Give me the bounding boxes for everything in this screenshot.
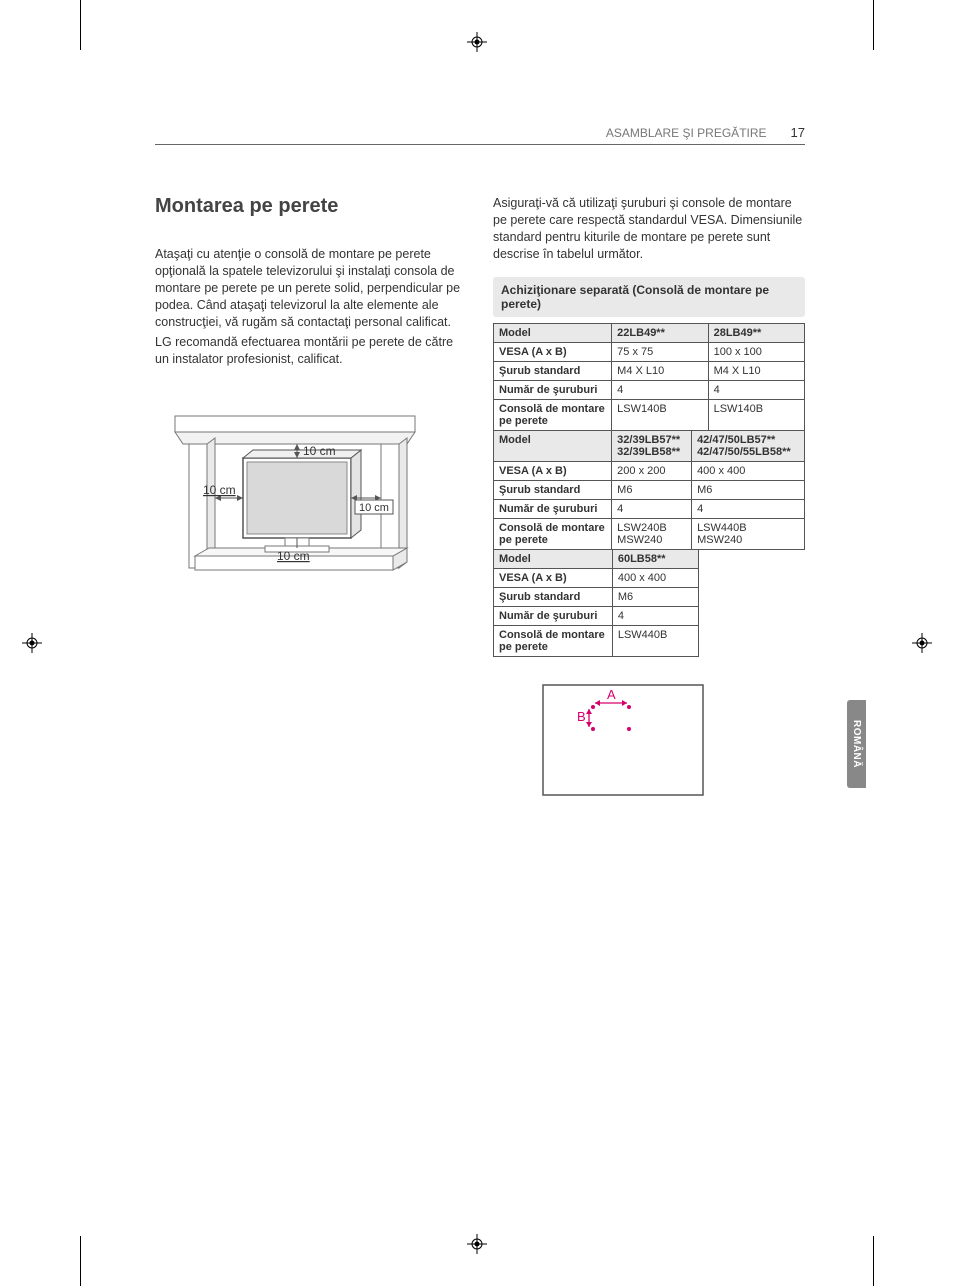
paragraph: LG recomandă efectuarea montării pe pere… [155, 334, 467, 368]
page-header: ASAMBLARE ŞI PREGĂTIRE 17 [155, 125, 805, 145]
language-tab: ROMÂNĂ [847, 700, 866, 788]
page-number: 17 [791, 125, 805, 140]
spec-table-1: Model22LB49**28LB49** VESA (A x B)75 x 7… [493, 323, 805, 431]
paragraph: Ataşaţi cu atenţie o consolă de montare … [155, 246, 467, 330]
spec-table-2: Model 32/39LB57**32/39LB58** 42/47/50LB5… [493, 430, 805, 550]
spec-table-3: Model60LB58** VESA (A x B)400 x 400 Şuru… [493, 549, 699, 657]
svg-text:10 cm: 10 cm [277, 549, 310, 563]
vesa-diagram: A B [533, 675, 805, 810]
registration-mark-icon [467, 1234, 487, 1254]
right-column: Asiguraţi-vă că utilizaţi şuruburi şi co… [493, 195, 805, 810]
svg-text:10 cm: 10 cm [303, 444, 336, 458]
section-title: ASAMBLARE ŞI PREGĂTIRE [606, 126, 767, 140]
svg-text:B: B [577, 709, 586, 724]
purchase-label: Achiziţionare separată (Consolă de monta… [493, 277, 805, 317]
page-content: ASAMBLARE ŞI PREGĂTIRE 17 Montarea pe pe… [155, 125, 805, 810]
heading-mounting: Montarea pe perete [155, 195, 467, 218]
svg-text:10 cm: 10 cm [359, 502, 389, 514]
paragraph: Asiguraţi-vă că utilizaţi şuruburi şi co… [493, 195, 805, 263]
registration-mark-icon [467, 32, 487, 52]
left-column: Montarea pe perete Ataşaţi cu atenţie o … [155, 195, 467, 810]
registration-mark-icon [912, 633, 932, 653]
tv-clearance-illustration: 10 cm 10 cm 10 cm 10 cm [155, 388, 435, 603]
svg-text:A: A [607, 687, 616, 702]
svg-text:10 cm: 10 cm [203, 483, 236, 497]
registration-mark-icon [22, 633, 42, 653]
